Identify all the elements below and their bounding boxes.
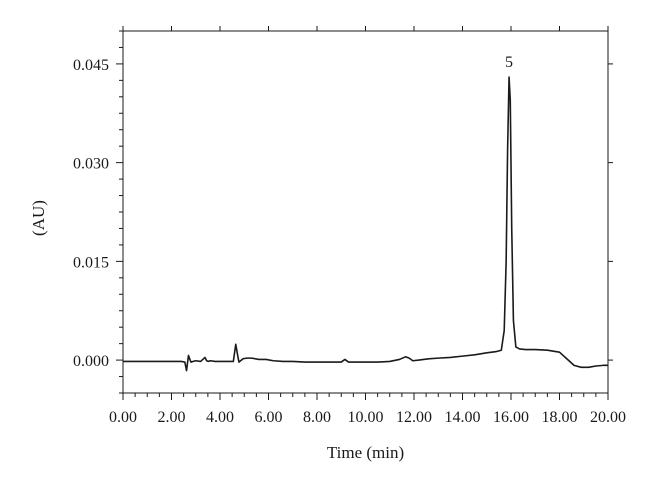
x-tick-label: 12.00 xyxy=(396,409,432,426)
x-tick-label: 18.00 xyxy=(542,409,578,426)
x-tick-label: 10.00 xyxy=(348,409,384,426)
peak-label: 5 xyxy=(505,54,513,71)
annotations-group: 5 xyxy=(505,54,513,71)
x-tick-label: 6.00 xyxy=(255,409,283,426)
x-tick-label: 4.00 xyxy=(206,409,234,426)
x-axis-title: Time (min) xyxy=(327,443,404,462)
axis-ticks-group xyxy=(116,26,613,400)
y-axis-title: (AU) xyxy=(29,200,48,236)
tick-labels-group: 0.00 2.00 4.00 6.00 8.00 10.00 12.00 14.00 16.00… xyxy=(73,57,626,426)
plot-frame-group xyxy=(122,30,609,394)
x-tick-label: 8.00 xyxy=(303,409,331,426)
x-tick-label: 2.00 xyxy=(158,409,186,426)
x-tick-label: 0.00 xyxy=(109,409,137,426)
x-tick-label: 20.00 xyxy=(590,409,626,426)
y-tick-label: 0.030 xyxy=(73,156,109,173)
plot-frame xyxy=(122,30,609,394)
x-tick-label: 14.00 xyxy=(445,409,481,426)
y-tick-label: 0.015 xyxy=(73,254,109,271)
series-group xyxy=(123,76,608,372)
y-tick-label: 0.000 xyxy=(73,353,109,370)
y-tick-label: 0.045 xyxy=(73,57,109,74)
chromatogram-trace xyxy=(123,76,608,372)
x-tick-label: 16.00 xyxy=(493,409,529,426)
